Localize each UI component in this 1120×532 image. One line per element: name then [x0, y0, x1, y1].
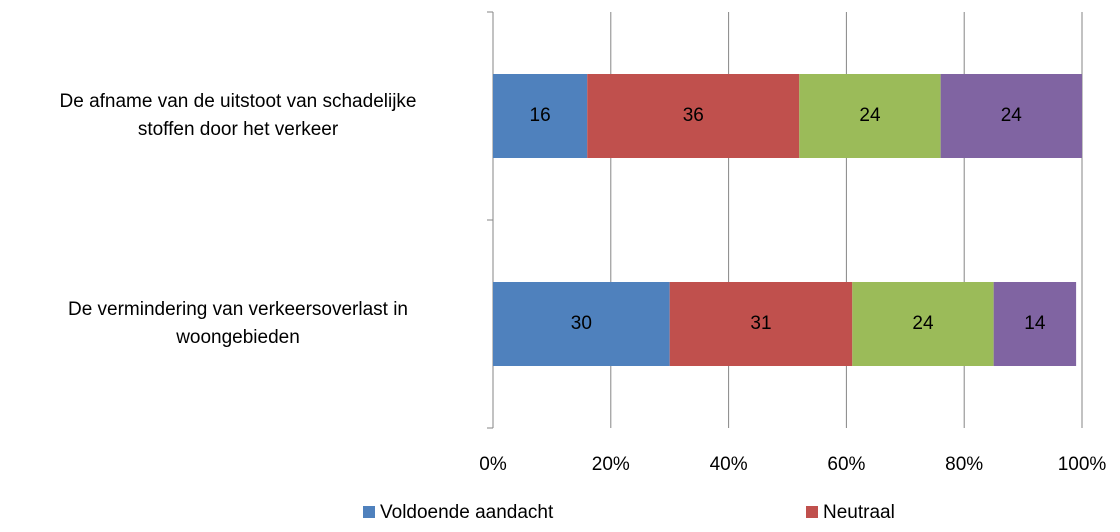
bar-segment [940, 74, 1082, 158]
bar-segment [669, 282, 853, 366]
legend-swatch [806, 506, 818, 518]
legend-swatch [363, 506, 375, 518]
data-label: 30 [571, 313, 592, 334]
legend-label: Voldoende aandacht [380, 502, 554, 523]
data-label: 31 [750, 313, 771, 334]
data-label: 36 [683, 105, 704, 126]
y-tick-label: De vermindering van verkeersoverlast in w… [68, 299, 408, 348]
bar-segment [993, 282, 1077, 366]
bar-segment [799, 74, 941, 158]
bar-segment [493, 282, 670, 366]
data-label: 24 [912, 313, 934, 334]
x-tick-label: 80% [945, 454, 983, 475]
bar-segment [587, 74, 800, 158]
bar-segment [493, 74, 588, 158]
data-label: 16 [530, 105, 551, 126]
data-label: 24 [1001, 105, 1023, 126]
y-tick-label: De afname van de uitstoot van schadelijk… [60, 91, 417, 140]
x-tick-label: 100% [1058, 454, 1107, 475]
data-label: 24 [859, 105, 881, 126]
legend-label: Neutraal [823, 502, 895, 523]
x-tick-label: 20% [592, 454, 630, 475]
x-tick-label: 40% [710, 454, 748, 475]
bar-segment [852, 282, 994, 366]
x-tick-label: 60% [827, 454, 865, 475]
data-label: 14 [1024, 313, 1046, 334]
x-tick-label: 0% [479, 454, 507, 475]
